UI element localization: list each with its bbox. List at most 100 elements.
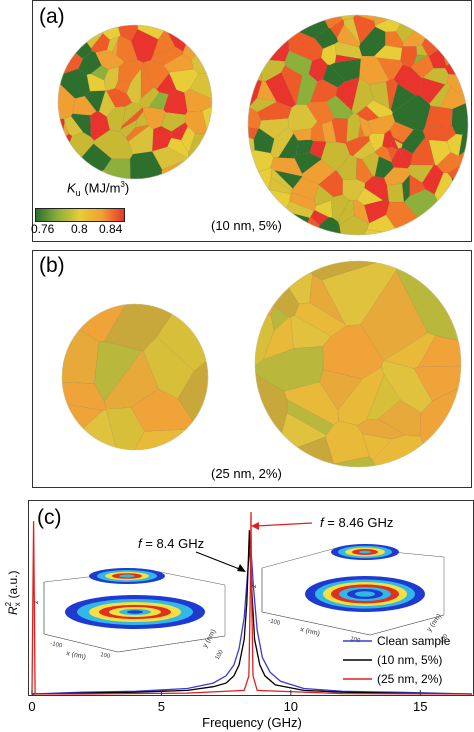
grain bbox=[440, 86, 468, 110]
grain bbox=[287, 104, 318, 131]
colorbar-tick: 0.84 bbox=[99, 222, 123, 236]
grain bbox=[116, 35, 138, 63]
grain bbox=[417, 335, 461, 368]
grain bbox=[360, 270, 429, 361]
inset-right-axis-y: y (nm) bbox=[426, 613, 443, 633]
grain bbox=[161, 111, 186, 132]
panel-b-annotation: (25 nm, 2%) bbox=[211, 466, 282, 481]
grain bbox=[424, 105, 453, 127]
grain bbox=[248, 97, 278, 113]
grain bbox=[446, 133, 463, 157]
inset-left-tick: -100 bbox=[50, 641, 64, 650]
grain bbox=[407, 164, 434, 183]
legend-label: (25 nm, 2%) bbox=[377, 672, 442, 686]
grain bbox=[72, 95, 97, 116]
inset-right-tick: -100 bbox=[268, 618, 282, 627]
grain bbox=[343, 17, 361, 44]
legend-label: Clean sample bbox=[377, 634, 451, 648]
grain bbox=[167, 137, 189, 159]
series-line-1 bbox=[31, 544, 473, 695]
grain bbox=[335, 77, 360, 111]
series-line-2 bbox=[31, 530, 473, 695]
grain bbox=[386, 183, 405, 203]
peak-left-label: f = 8.4 GHz bbox=[138, 536, 204, 551]
inset-right: x (nm) y (nm) z -100 100 100 bbox=[251, 544, 450, 645]
panel-b: (b) (25 nm, 2%) bbox=[32, 250, 472, 488]
colorbar-unit: (MJ/m bbox=[80, 180, 121, 196]
grain bbox=[342, 179, 366, 201]
inset-left-axis-x: x (nm) bbox=[66, 650, 87, 661]
panel-b-grains bbox=[61, 260, 462, 468]
grain bbox=[361, 152, 380, 177]
grain bbox=[357, 124, 365, 138]
grain bbox=[255, 346, 324, 392]
inset-left: x (nm) y (nm) z -100 100 100 bbox=[33, 568, 226, 661]
grain bbox=[401, 174, 410, 203]
grain bbox=[104, 304, 183, 352]
grain bbox=[130, 388, 199, 432]
grain bbox=[376, 57, 403, 81]
grain bbox=[356, 105, 380, 122]
y-axis-label: Rx2 (a.u.) bbox=[4, 571, 22, 615]
series-layer bbox=[31, 511, 473, 695]
colorbar bbox=[35, 208, 125, 222]
x-tick-label: 0 bbox=[28, 699, 35, 714]
grain bbox=[392, 94, 431, 132]
grain bbox=[329, 19, 345, 39]
grain bbox=[119, 119, 138, 138]
grain bbox=[63, 115, 84, 137]
legend-label: (10 nm, 5%) bbox=[377, 653, 442, 667]
grain bbox=[129, 151, 163, 179]
grain bbox=[320, 141, 351, 171]
grain bbox=[126, 68, 142, 105]
panel-b-label: (b) bbox=[39, 254, 65, 277]
peak-left-arrow bbox=[195, 551, 243, 571]
grain bbox=[248, 106, 262, 129]
grain bbox=[106, 36, 119, 53]
panel-c-label: (c) bbox=[37, 506, 62, 529]
peak-right-arrowhead bbox=[251, 522, 259, 530]
peak-right-arrow bbox=[255, 522, 313, 527]
grain bbox=[310, 121, 326, 142]
grain bbox=[281, 65, 303, 105]
grain bbox=[382, 129, 394, 149]
grain bbox=[321, 261, 401, 327]
grain bbox=[291, 128, 312, 141]
grain bbox=[84, 90, 106, 112]
series-line-3 bbox=[31, 511, 473, 695]
inset-left-axis-y: y (nm) bbox=[202, 628, 218, 649]
panel-a: (a) Ku (MJ/m3) 0.76 0.8 0.84 (10 nm, 5%) bbox=[31, 0, 472, 242]
grain bbox=[338, 215, 369, 235]
colorbar-unit-sup: 3 bbox=[120, 180, 125, 189]
x-axis-label: Frequency (GHz) bbox=[202, 715, 302, 730]
grain bbox=[62, 381, 107, 411]
x-tick-label: 15 bbox=[413, 699, 427, 714]
panel-a-annotation: (10 nm, 5%) bbox=[211, 218, 282, 233]
colorbar-title: Ku (MJ/m3) bbox=[67, 180, 129, 198]
grain bbox=[325, 420, 370, 464]
inset-right-tick: 100 bbox=[439, 633, 450, 645]
grain bbox=[150, 46, 184, 66]
legend: Clean sample (10 nm, 5%) (25 nm, 2%) bbox=[343, 634, 451, 686]
grain bbox=[422, 164, 444, 195]
colorbar-tick: 0.8 bbox=[71, 222, 88, 236]
inset-left-tick: 100 bbox=[215, 649, 226, 661]
grain bbox=[106, 106, 126, 132]
colorbar-unit-close: ) bbox=[124, 180, 130, 196]
grain bbox=[256, 80, 277, 102]
colorbar-symbol: K bbox=[67, 180, 76, 196]
grain bbox=[356, 187, 384, 206]
grain bbox=[105, 407, 145, 450]
grain bbox=[336, 24, 361, 48]
inset-left-axis-z: z bbox=[33, 600, 40, 604]
grain bbox=[142, 106, 166, 130]
inset-right-axis-z: z bbox=[251, 584, 258, 588]
panel-a-grains bbox=[57, 14, 469, 236]
grain bbox=[334, 41, 363, 60]
grain bbox=[385, 78, 398, 111]
x-tick-label: 10 bbox=[284, 699, 298, 714]
grain bbox=[258, 118, 289, 139]
grain bbox=[377, 399, 422, 437]
grain bbox=[358, 26, 386, 57]
